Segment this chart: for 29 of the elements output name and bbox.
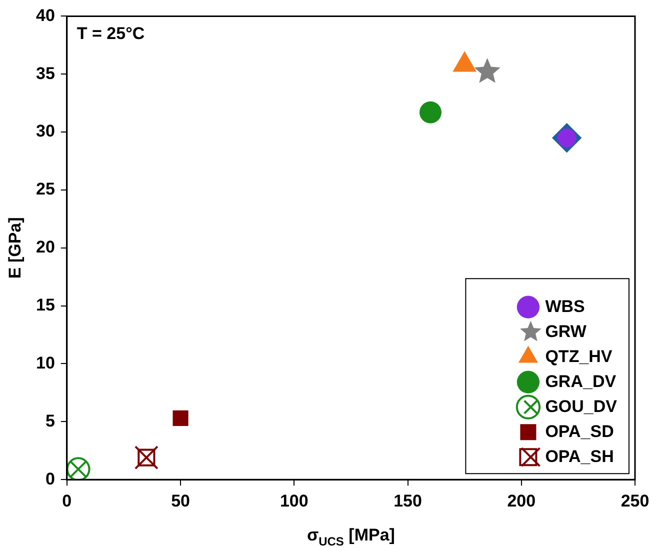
- x-tick-label: 0: [62, 491, 72, 510]
- y-tick-label: 5: [45, 411, 55, 430]
- x-tick-label: 100: [280, 491, 308, 510]
- legend-label: OPA_SD: [545, 422, 614, 441]
- x-tick-label: 250: [620, 491, 650, 510]
- y-tick-label: 25: [36, 180, 55, 199]
- y-tick-label: 15: [36, 296, 55, 315]
- y-axis-title: E [GPa]: [6, 217, 25, 279]
- y-tick-label: 40: [36, 6, 55, 25]
- legend-label: GOU_DV: [545, 396, 618, 416]
- point: [66, 457, 90, 480]
- x-tick-label: 200: [507, 491, 536, 510]
- legend-label: WBS: [545, 296, 585, 316]
- legend-label: OPA_SH: [545, 446, 614, 466]
- y-tick-label: 10: [36, 353, 55, 372]
- x-tick-label: 150: [394, 491, 422, 510]
- point: [172, 410, 188, 426]
- y-tick-label: 35: [36, 64, 55, 83]
- y-tick-label: 30: [36, 122, 55, 141]
- point: [419, 101, 442, 124]
- y-tick-label: 0: [45, 469, 55, 488]
- point: [474, 58, 500, 83]
- annotation: T = 25°C: [76, 24, 145, 43]
- point: [134, 446, 158, 470]
- y-tick-label: 20: [36, 238, 55, 257]
- x-tick-label: 50: [171, 491, 190, 510]
- legend-label: GRW: [545, 322, 588, 341]
- legend-label: QTZ_HV: [545, 346, 613, 366]
- legend-label: GRA_DV: [545, 372, 617, 391]
